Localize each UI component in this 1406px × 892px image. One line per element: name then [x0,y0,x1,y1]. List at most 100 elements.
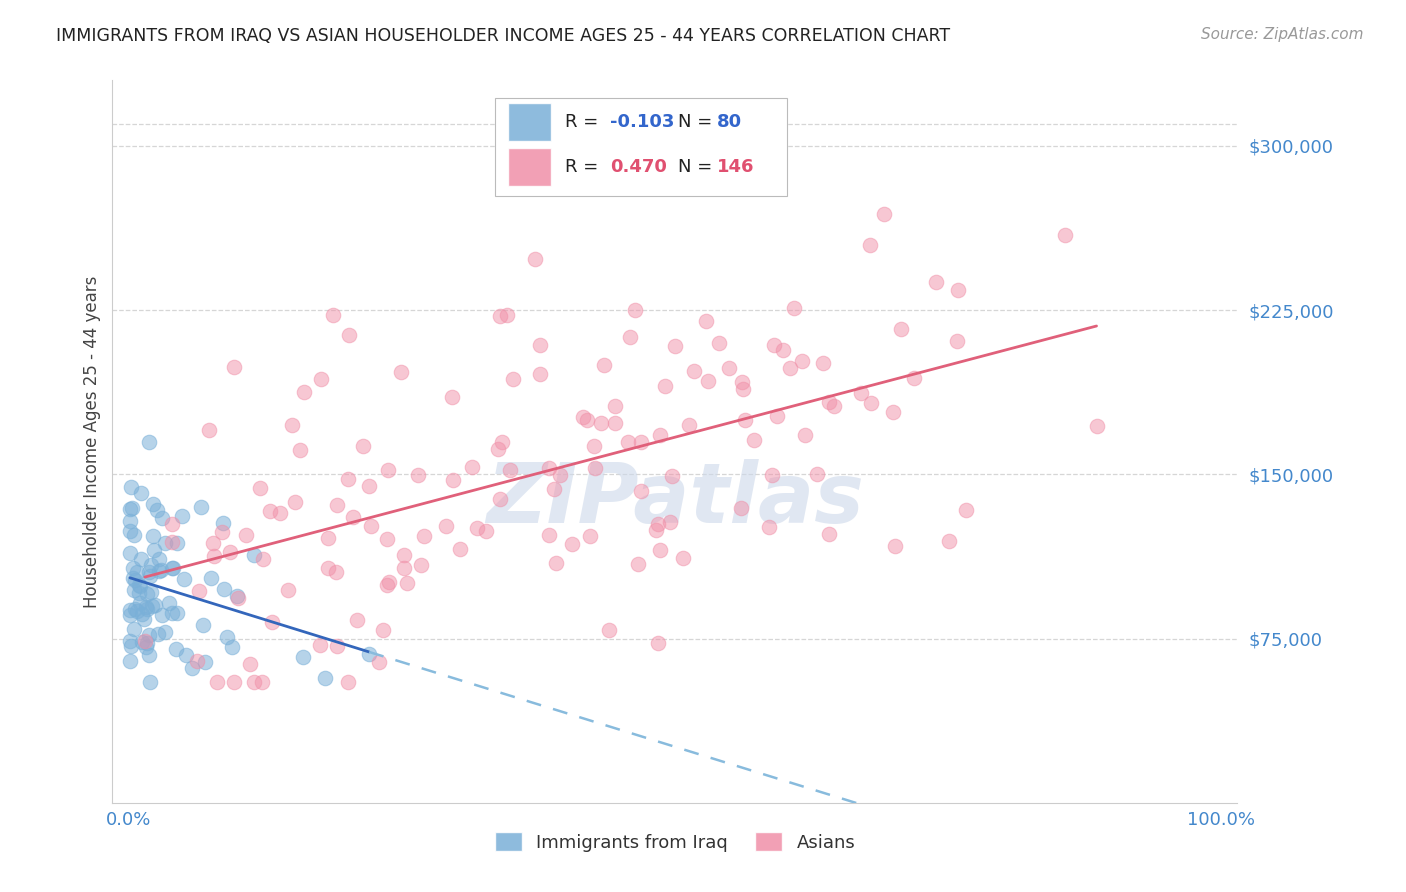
Point [135,636,157,650]
Point [537,528,560,542]
Point [153,536,176,550]
Point [252,552,274,566]
Point [367,655,389,669]
Point [152,608,174,623]
Point [491,434,513,449]
Point [135,600,157,615]
Point [277,582,299,597]
Point [572,409,595,424]
Point [131,607,153,622]
Text: Source: ZipAtlas.com: Source: ZipAtlas.com [1201,27,1364,42]
Point [882,405,904,419]
Point [138,566,160,580]
Point [406,467,429,482]
Point [281,417,304,432]
Point [155,624,177,639]
Point [187,583,209,598]
Point [389,365,412,379]
Point [627,558,650,572]
Text: N =: N = [678,113,718,131]
Point [135,640,157,654]
Point [529,338,551,352]
Point [342,509,364,524]
Point [817,526,839,541]
Point [548,468,571,483]
Point [249,481,271,495]
Point [186,654,208,668]
Point [598,624,620,638]
Point [461,459,484,474]
Point [190,500,212,514]
Text: ZIPatlas: ZIPatlas [486,458,863,540]
Point [326,498,349,512]
Point [449,542,471,557]
Point [118,603,141,617]
Point [138,648,160,662]
Point [157,596,180,610]
Point [325,566,347,580]
Point [172,508,194,523]
Point [630,483,652,498]
Point [818,395,841,409]
Point [377,532,399,546]
Point [946,283,969,297]
Point [160,516,183,531]
Point [138,434,160,449]
Point [709,336,731,351]
Point [761,467,783,482]
Point [125,565,148,579]
Point [148,627,170,641]
Point [648,543,671,558]
Point [890,322,912,336]
Text: 146: 146 [717,158,754,176]
Point [149,563,172,577]
Point [165,642,187,657]
Point [849,386,872,401]
Point [142,529,165,543]
Point [191,617,214,632]
Point [619,330,641,344]
Point [145,503,167,517]
Point [823,399,845,413]
FancyBboxPatch shape [495,98,787,196]
Point [120,480,142,494]
FancyBboxPatch shape [509,148,551,186]
Point [337,472,360,486]
Point [128,578,150,592]
Point [955,502,977,516]
Point [166,606,188,620]
Point [440,390,463,404]
Point [576,413,599,427]
Point [118,524,141,538]
Text: 80: 80 [717,113,741,131]
Point [121,571,143,585]
Point [337,328,360,343]
Point [308,638,330,652]
Point [243,675,266,690]
Point [373,624,395,638]
Point [579,529,602,543]
Point [124,602,146,616]
Point [193,655,215,669]
Point [150,511,173,525]
Point [583,439,606,453]
Point [672,550,695,565]
Point [239,657,262,671]
Point [630,434,652,449]
Point [292,649,315,664]
Point [733,382,755,396]
Point [128,585,150,599]
Point [537,460,560,475]
Point [378,574,401,589]
Point [793,428,815,442]
Point [173,572,195,586]
Text: IMMIGRANTS FROM IRAQ VS ASIAN HOUSEHOLDER INCOME AGES 25 - 44 YEARS CORRELATION : IMMIGRANTS FROM IRAQ VS ASIAN HOUSEHOLDE… [56,27,950,45]
Point [647,636,669,650]
Point [502,372,524,386]
Point [648,427,671,442]
Point [129,596,152,610]
Point [884,539,907,553]
Point [124,528,146,542]
Point [129,486,152,500]
Point [128,579,150,593]
